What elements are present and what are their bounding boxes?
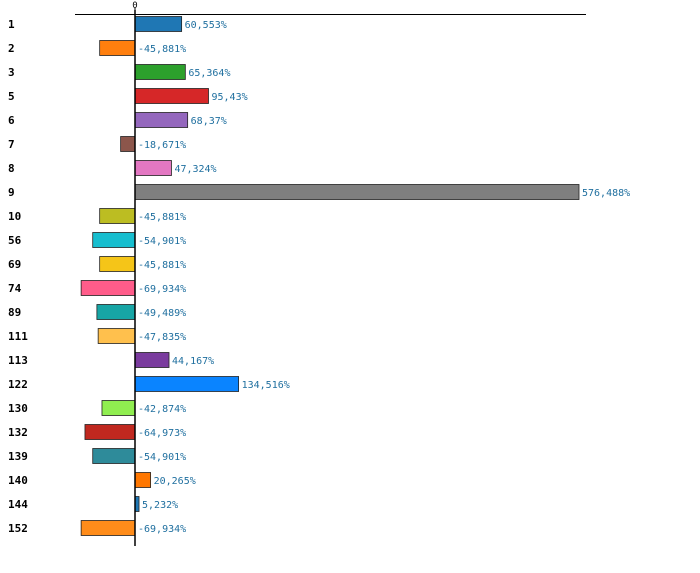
value-label-130: -42,874% [138, 404, 186, 415]
value-label-3: 65,364% [188, 68, 230, 79]
bar-9 [134, 184, 580, 200]
category-label-139: 139 [8, 450, 28, 463]
category-label-1: 1 [8, 18, 15, 31]
category-label-130: 130 [8, 402, 28, 415]
axes-group: 0 [75, 1, 586, 546]
value-label-113: 44,167% [172, 356, 214, 367]
bar-8 [134, 160, 172, 176]
category-label-69: 69 [8, 258, 21, 271]
value-label-9: 576,488% [582, 188, 630, 199]
category-label-122: 122 [8, 378, 28, 391]
bar-56 [92, 232, 136, 248]
value-label-8: 47,324% [174, 164, 216, 175]
category-label-111: 111 [8, 330, 28, 343]
bar-10 [99, 208, 136, 224]
bar-139 [92, 448, 136, 464]
value-label-89: -49,489% [138, 308, 186, 319]
bar-130 [101, 400, 136, 416]
category-label-8: 8 [8, 162, 15, 175]
category-label-140: 140 [8, 474, 28, 487]
bar-5 [134, 88, 209, 104]
category-label-56: 56 [8, 234, 22, 247]
bar-152 [80, 520, 136, 536]
category-label-3: 3 [8, 66, 15, 79]
bar-74 [80, 280, 136, 296]
bar-2 [99, 40, 136, 56]
bar-111 [97, 328, 136, 344]
category-label-113: 113 [8, 354, 28, 367]
value-label-144: 5,232% [142, 500, 178, 511]
bar-69 [99, 256, 136, 272]
value-label-122: 134,516% [242, 380, 290, 391]
value-label-6: 68,37% [191, 116, 227, 127]
bar-122 [134, 376, 240, 392]
value-label-2: -45,881% [138, 44, 186, 55]
zero-tick-label: 0 [132, 1, 137, 11]
category-label-144: 144 [8, 498, 28, 511]
value-label-140: 20,265% [154, 476, 196, 487]
value-label-10: -45,881% [138, 212, 186, 223]
value-label-5: 95,43% [211, 92, 247, 103]
value-label-7: -18,671% [138, 140, 186, 151]
labels-group: 1 60,553% 2 -45,881% 3 65,364% 5 95,43% 6 68,37% 7… [8, 18, 630, 535]
value-label-1: 60,553% [185, 20, 227, 31]
value-label-74: -69,934% [138, 284, 186, 295]
bar-1 [134, 16, 183, 32]
category-label-152: 152 [8, 522, 28, 535]
category-label-132: 132 [8, 426, 28, 439]
bar-89 [96, 304, 136, 320]
value-label-56: -54,901% [138, 236, 186, 247]
bar-6 [134, 112, 189, 128]
value-label-111: -47,835% [138, 332, 186, 343]
bar-3 [134, 64, 186, 80]
category-label-7: 7 [8, 138, 15, 151]
bar-132 [84, 424, 136, 440]
category-label-9: 9 [8, 186, 15, 199]
category-label-89: 89 [8, 306, 21, 319]
category-label-6: 6 [8, 114, 15, 127]
bar-140 [134, 472, 152, 488]
value-label-69: -45,881% [138, 260, 186, 271]
value-label-152: -69,934% [138, 524, 186, 535]
category-label-74: 74 [8, 282, 22, 295]
bar-7 [120, 136, 136, 152]
value-label-132: -64,973% [138, 428, 186, 439]
value-label-139: -54,901% [138, 452, 186, 463]
category-label-2: 2 [8, 42, 15, 55]
bar-113 [134, 352, 170, 368]
category-label-10: 10 [8, 210, 21, 223]
category-label-5: 5 [8, 90, 15, 103]
